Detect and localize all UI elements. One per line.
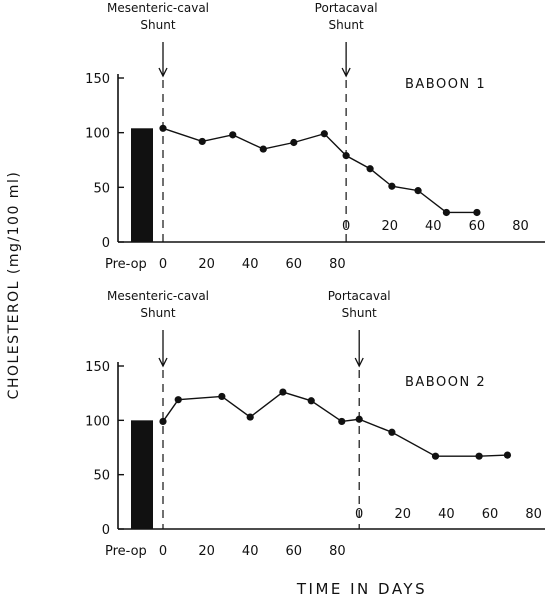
panel2-data-point [307, 397, 315, 405]
panel1-data-point [159, 124, 167, 132]
panel2-title: BABOON 2 [405, 375, 486, 390]
panel1-shunt-label-line1: Portacaval [315, 1, 378, 15]
panel1-shunt-arrowhead [158, 67, 168, 78]
panel2-data-point [355, 415, 363, 423]
panel2-secondary-x-tick-label: 80 [525, 507, 542, 522]
panel2-secondary-x-tick-label: 20 [395, 507, 412, 522]
panel2-x-tick-label: 80 [329, 544, 346, 559]
panel1-preop-label: Pre-op [105, 257, 147, 272]
panel2-x-tick-label: 0 [159, 544, 167, 559]
panel2-data-point [279, 388, 287, 396]
panel2-shunt-label-line1: Portacaval [328, 289, 391, 303]
panel1-x-tick-label: 40 [242, 257, 259, 272]
panel2-secondary-x-tick-label: 60 [482, 507, 499, 522]
panel1-data-point [229, 131, 237, 139]
panel2-shunt-arrowhead [158, 357, 168, 368]
panel2-data-point [159, 417, 167, 426]
panel1-data-point [442, 208, 450, 217]
panel1-secondary-x-tick-label: 40 [425, 219, 442, 234]
panel1-data-point [473, 208, 481, 217]
panel1-y-tick-label: 0 [102, 236, 110, 251]
panel2-preop-bar [131, 420, 153, 529]
panel2-data-point [338, 417, 346, 426]
panel1-secondary-x-tick-label: 80 [512, 219, 529, 234]
panel1-x-tick-label: 60 [286, 257, 303, 272]
panel1-y-tick-label: 150 [85, 72, 110, 87]
panel1-x-tick-label: 80 [329, 257, 346, 272]
panel2-data-point [431, 452, 440, 460]
panel2-data-point [246, 413, 254, 421]
panel1-shunt-label-line2: Shunt [140, 18, 175, 32]
panel1-data-point [320, 130, 328, 138]
panel2-y-tick-label: 150 [85, 360, 110, 375]
panel1-preop-bar [131, 128, 153, 242]
panel2-shunt-label-line2: Shunt [342, 306, 377, 320]
panel1-data-point [388, 182, 396, 190]
panel1-y-tick-label: 50 [93, 181, 110, 196]
panel2-y-tick-label: 100 [85, 414, 110, 429]
baboon-2-panel: 050100150Pre-op020406080020406080Mesente… [85, 289, 545, 559]
panel1-x-tick-label: 20 [198, 257, 215, 272]
panel2-shunt-label-line1: Mesenteric-caval [107, 289, 209, 303]
panel2-x-tick-label: 60 [286, 544, 303, 559]
panel1-shunt-label-line1: Mesenteric-caval [107, 1, 209, 15]
panel2-x-tick-label: 40 [242, 544, 259, 559]
panel2-y-tick-label: 50 [93, 469, 110, 484]
panel1-series-line [162, 127, 477, 214]
panel2-shunt-arrowhead [354, 357, 364, 368]
panel2-data-point [388, 428, 396, 436]
panel2-series-line [162, 391, 508, 457]
panel1-shunt-arrowhead [341, 67, 351, 78]
panel1-data-point [198, 137, 206, 146]
y-axis-label: CHOLESTEROL (mg/100 ml) [6, 171, 22, 400]
panel1-secondary-x-tick-label: 20 [381, 219, 398, 234]
panel2-data-point [475, 452, 483, 460]
panel1-data-point [290, 138, 298, 147]
panel2-x-tick-label: 20 [198, 544, 215, 559]
panel1-secondary-x-tick-label: 60 [469, 219, 486, 234]
panel2-preop-label: Pre-op [105, 544, 147, 559]
panel1-title: BABOON 1 [405, 77, 486, 92]
panel1-data-point [259, 145, 267, 153]
baboon-1-panel: 050100150Pre-op020406080020406080Mesente… [85, 1, 545, 272]
panel2-data-point [174, 396, 182, 404]
x-axis-label: TIME IN DAYS [296, 580, 427, 598]
panel1-shunt-label-line2: Shunt [329, 18, 364, 32]
panel2-data-point [503, 451, 512, 459]
panel2-secondary-x-tick-label: 40 [438, 507, 455, 522]
panel1-data-point [366, 165, 374, 173]
panel2-shunt-label-line2: Shunt [140, 306, 175, 320]
panel1-data-point [342, 152, 350, 160]
panel2-data-point [218, 392, 226, 401]
panel1-y-tick-label: 100 [85, 127, 110, 142]
panel1-data-point [414, 187, 422, 195]
panel1-x-tick-label: 0 [159, 257, 167, 272]
panel2-y-tick-label: 0 [102, 523, 110, 538]
